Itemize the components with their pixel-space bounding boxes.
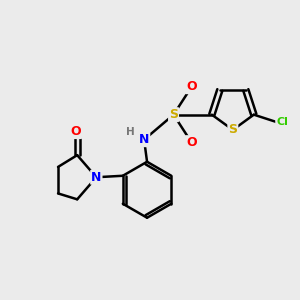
Text: H: H [127, 127, 135, 137]
Text: N: N [91, 171, 101, 184]
Text: O: O [186, 80, 196, 93]
Text: O: O [70, 125, 81, 138]
Text: S: S [228, 123, 237, 136]
Text: Cl: Cl [276, 117, 288, 128]
Text: S: S [169, 108, 178, 121]
Text: O: O [186, 136, 196, 149]
Text: N: N [139, 133, 149, 146]
